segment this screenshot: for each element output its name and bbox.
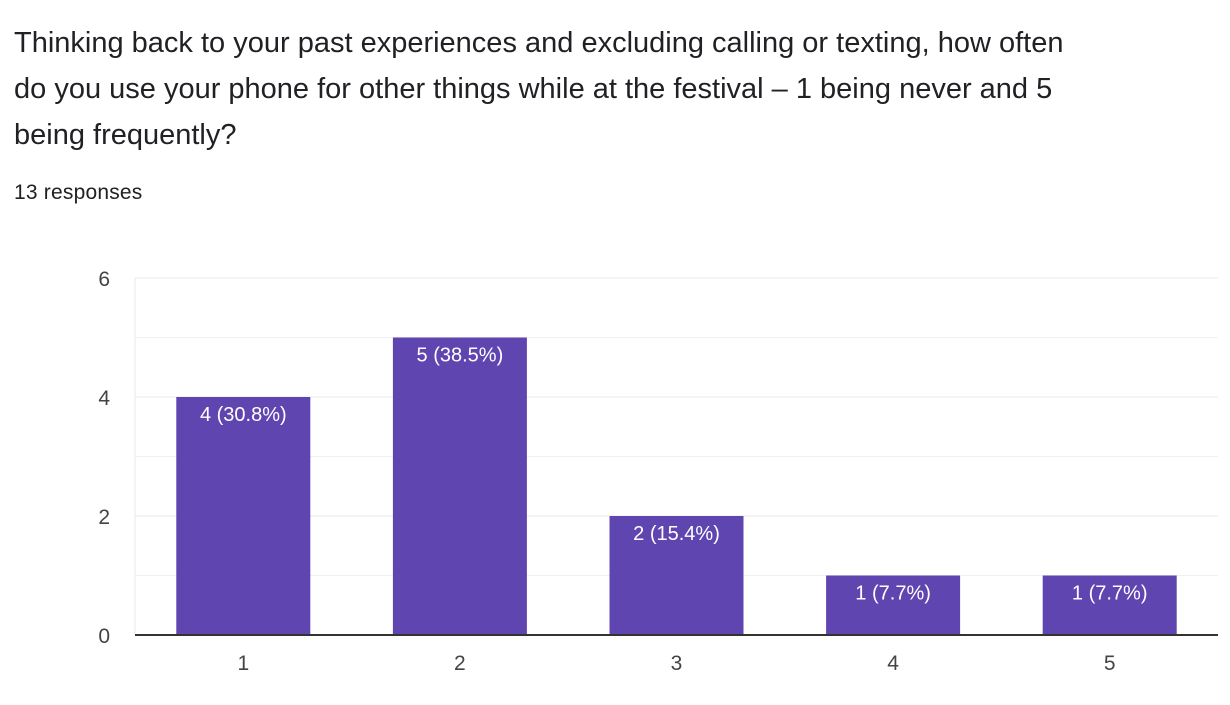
bar-data-label: 2 (15.4%) <box>633 523 720 545</box>
bars <box>176 337 1177 635</box>
bar-4 <box>826 575 961 635</box>
bar-data-label: 5 (38.5%) <box>417 345 504 367</box>
y-tick-label: 2 <box>98 506 110 529</box>
bar-1 <box>176 397 311 635</box>
x-tick-label: 2 <box>454 652 466 675</box>
x-tick-label: 5 <box>1104 652 1116 675</box>
x-tick-label: 1 <box>237 652 249 675</box>
y-tick-label: 6 <box>98 268 110 291</box>
y-tick-label: 0 <box>98 625 110 648</box>
bar-data-label: 4 (30.8%) <box>200 404 287 426</box>
bar-data-label: 1 (7.7%) <box>1072 583 1148 605</box>
bar-5 <box>1042 575 1177 635</box>
question-title: Thinking back to your past experiences a… <box>14 27 1064 151</box>
bar-data-label: 1 (7.7%) <box>855 583 931 605</box>
bar-2 <box>392 337 527 635</box>
x-tick-label: 4 <box>887 652 899 675</box>
labels: 0 2 4 6 4 (30.8%) 1 5 (38.5%) 2 2 (15.4%) 3 1 (7.7… <box>98 268 1147 675</box>
response-count: 13 responses <box>14 181 143 204</box>
y-tick-label: 4 <box>98 387 110 410</box>
x-tick-label: 3 <box>671 652 683 675</box>
bar-3 <box>609 516 744 635</box>
